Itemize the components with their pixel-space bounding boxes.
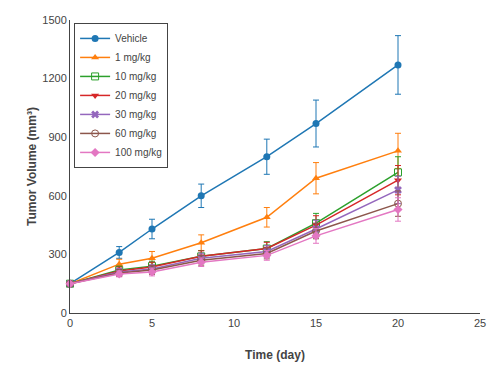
svg-text:300: 300 [48,248,66,260]
svg-text:0: 0 [61,307,67,319]
svg-text:25: 25 [474,317,486,329]
svg-text:5: 5 [149,317,155,329]
svg-text:10: 10 [228,317,240,329]
svg-text:0: 0 [67,317,73,329]
svg-text:10 mg/kg: 10 mg/kg [115,71,156,82]
svg-text:20: 20 [392,317,404,329]
svg-text:100 mg/kg: 100 mg/kg [115,147,162,158]
svg-text:Time (day): Time (day) [245,348,305,362]
svg-text:Tumor Volume (mm³): Tumor Volume (mm³) [25,107,39,226]
svg-text:15: 15 [310,317,322,329]
svg-text:600: 600 [48,190,66,202]
svg-text:1500: 1500 [42,14,66,26]
svg-text:900: 900 [48,131,66,143]
svg-text:20 mg/kg: 20 mg/kg [115,90,156,101]
svg-text:Vehicle: Vehicle [115,33,148,44]
svg-text:1200: 1200 [42,72,66,84]
svg-text:30 mg/kg: 30 mg/kg [115,109,156,120]
svg-text:60 mg/kg: 60 mg/kg [115,128,156,139]
svg-text:1 mg/kg: 1 mg/kg [115,52,151,63]
